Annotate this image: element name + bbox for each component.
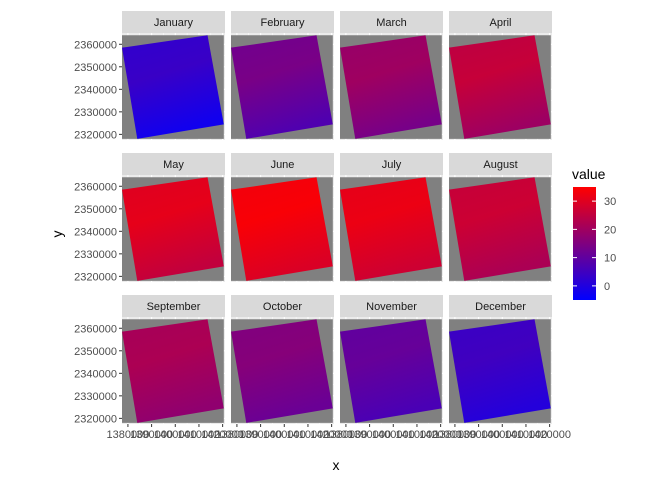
facet-strip bbox=[449, 153, 552, 175]
x-tick-label: 1400000 bbox=[372, 429, 415, 441]
facet-panels bbox=[122, 33, 552, 424]
facet-panel bbox=[340, 33, 443, 140]
legend-break-label: 20 bbox=[604, 224, 616, 236]
facet-strip bbox=[122, 11, 225, 33]
x-tick-label: 1410000 bbox=[396, 429, 439, 441]
raster-cells bbox=[122, 319, 224, 423]
facet-strip bbox=[231, 153, 334, 175]
x-tick-label: 1390000 bbox=[130, 429, 173, 441]
facet-label: August bbox=[483, 159, 517, 171]
legend-break-label: 10 bbox=[604, 253, 616, 265]
facet-panel bbox=[340, 175, 443, 282]
x-tick-label: 1410000 bbox=[505, 429, 548, 441]
raster-cells bbox=[340, 35, 442, 139]
facet-strip bbox=[340, 11, 443, 33]
raster-cells bbox=[231, 319, 333, 423]
x-tick-label: 1380000 bbox=[107, 429, 150, 441]
legend: value 0 10 20 30 bbox=[572, 166, 616, 300]
y-tick-label: 2320000 bbox=[74, 413, 117, 425]
facet-panel bbox=[340, 317, 443, 424]
x-tick-label: 1380000 bbox=[216, 429, 259, 441]
facet-panel bbox=[122, 175, 225, 282]
facet-strip bbox=[449, 295, 552, 317]
facet-label: November bbox=[366, 301, 417, 313]
raster-cells bbox=[340, 319, 442, 423]
x-tick-label: 1380000 bbox=[434, 429, 477, 441]
y-tick-label: 2340000 bbox=[74, 368, 117, 380]
facet-strip bbox=[340, 295, 443, 317]
y-tick-label: 2360000 bbox=[74, 181, 117, 193]
facet-strip bbox=[122, 295, 225, 317]
y-tick-label: 2350000 bbox=[74, 204, 117, 216]
x-axes: 1380000139000014000001410000142000013800… bbox=[107, 424, 571, 441]
y-axis-title: y bbox=[49, 231, 65, 238]
facet-strip bbox=[231, 11, 334, 33]
legend-break-label: 30 bbox=[604, 196, 616, 208]
raster-cells bbox=[231, 35, 333, 139]
y-tick-label: 2330000 bbox=[74, 249, 117, 261]
facet-label: September bbox=[147, 301, 201, 313]
facet-label: July bbox=[382, 159, 402, 171]
x-tick-label: 1400000 bbox=[481, 429, 524, 441]
y-axes: 2320000 2330000 2340000 2350000 2360000 23200… bbox=[74, 39, 122, 425]
facet-panel bbox=[449, 33, 552, 140]
facet-strip bbox=[449, 11, 552, 33]
y-tick-label: 2320000 bbox=[74, 129, 117, 141]
facet-strip bbox=[340, 153, 443, 175]
y-tick-label: 2360000 bbox=[74, 323, 117, 335]
raster-cells bbox=[231, 177, 333, 281]
x-tick-label: 1400000 bbox=[154, 429, 197, 441]
facet-label: June bbox=[271, 159, 295, 171]
raster-cells bbox=[122, 177, 224, 281]
facet-panel bbox=[122, 33, 225, 140]
raster-cells bbox=[449, 35, 551, 139]
facet-strip bbox=[231, 295, 334, 317]
y-tick-label: 2340000 bbox=[74, 84, 117, 96]
x-tick-label: 1400000 bbox=[263, 429, 306, 441]
facet-label: January bbox=[154, 17, 194, 29]
x-axis-title: x bbox=[333, 457, 340, 473]
y-tick-label: 2350000 bbox=[74, 346, 117, 358]
x-tick-label: 1390000 bbox=[239, 429, 282, 441]
facet-strip bbox=[122, 153, 225, 175]
x-tick-label: 1420000 bbox=[201, 429, 244, 441]
raster-cells bbox=[122, 35, 224, 139]
facet-label: March bbox=[376, 17, 407, 29]
x-tick-label: 1410000 bbox=[287, 429, 330, 441]
x-tick-label: 1420000 bbox=[528, 429, 571, 441]
facet-label: December bbox=[475, 301, 526, 313]
y-tick-label: 2340000 bbox=[74, 226, 117, 238]
raster-cells bbox=[340, 177, 442, 281]
x-tick-label: 1390000 bbox=[457, 429, 500, 441]
y-tick-label: 2330000 bbox=[74, 107, 117, 119]
facet-panel bbox=[231, 33, 334, 140]
y-tick-label: 2360000 bbox=[74, 39, 117, 51]
x-tick-label: 1390000 bbox=[348, 429, 391, 441]
facet-label: May bbox=[163, 159, 184, 171]
x-tick-label: 1410000 bbox=[178, 429, 221, 441]
x-tick-label: 1420000 bbox=[310, 429, 353, 441]
legend-colorbar bbox=[573, 187, 596, 300]
facet-panel bbox=[231, 317, 334, 424]
facet-label: April bbox=[489, 17, 511, 29]
raster-cells bbox=[449, 319, 551, 423]
facet-label: February bbox=[260, 17, 305, 29]
x-tick-label: 1380000 bbox=[325, 429, 368, 441]
facet-panel bbox=[449, 175, 552, 282]
facet-strips: January February March April May June July Augu… bbox=[122, 11, 552, 317]
facet-panel bbox=[231, 175, 334, 282]
y-tick-label: 2320000 bbox=[74, 271, 117, 283]
facet-panel bbox=[449, 317, 552, 424]
y-tick-label: 2330000 bbox=[74, 391, 117, 403]
x-tick-label: 1420000 bbox=[419, 429, 462, 441]
legend-break-label: 0 bbox=[604, 281, 610, 293]
y-tick-label: 2350000 bbox=[74, 62, 117, 74]
facet-label: October bbox=[263, 301, 302, 313]
facet-panel bbox=[122, 317, 225, 424]
raster-cells bbox=[449, 177, 551, 281]
legend-title: value bbox=[572, 166, 606, 182]
